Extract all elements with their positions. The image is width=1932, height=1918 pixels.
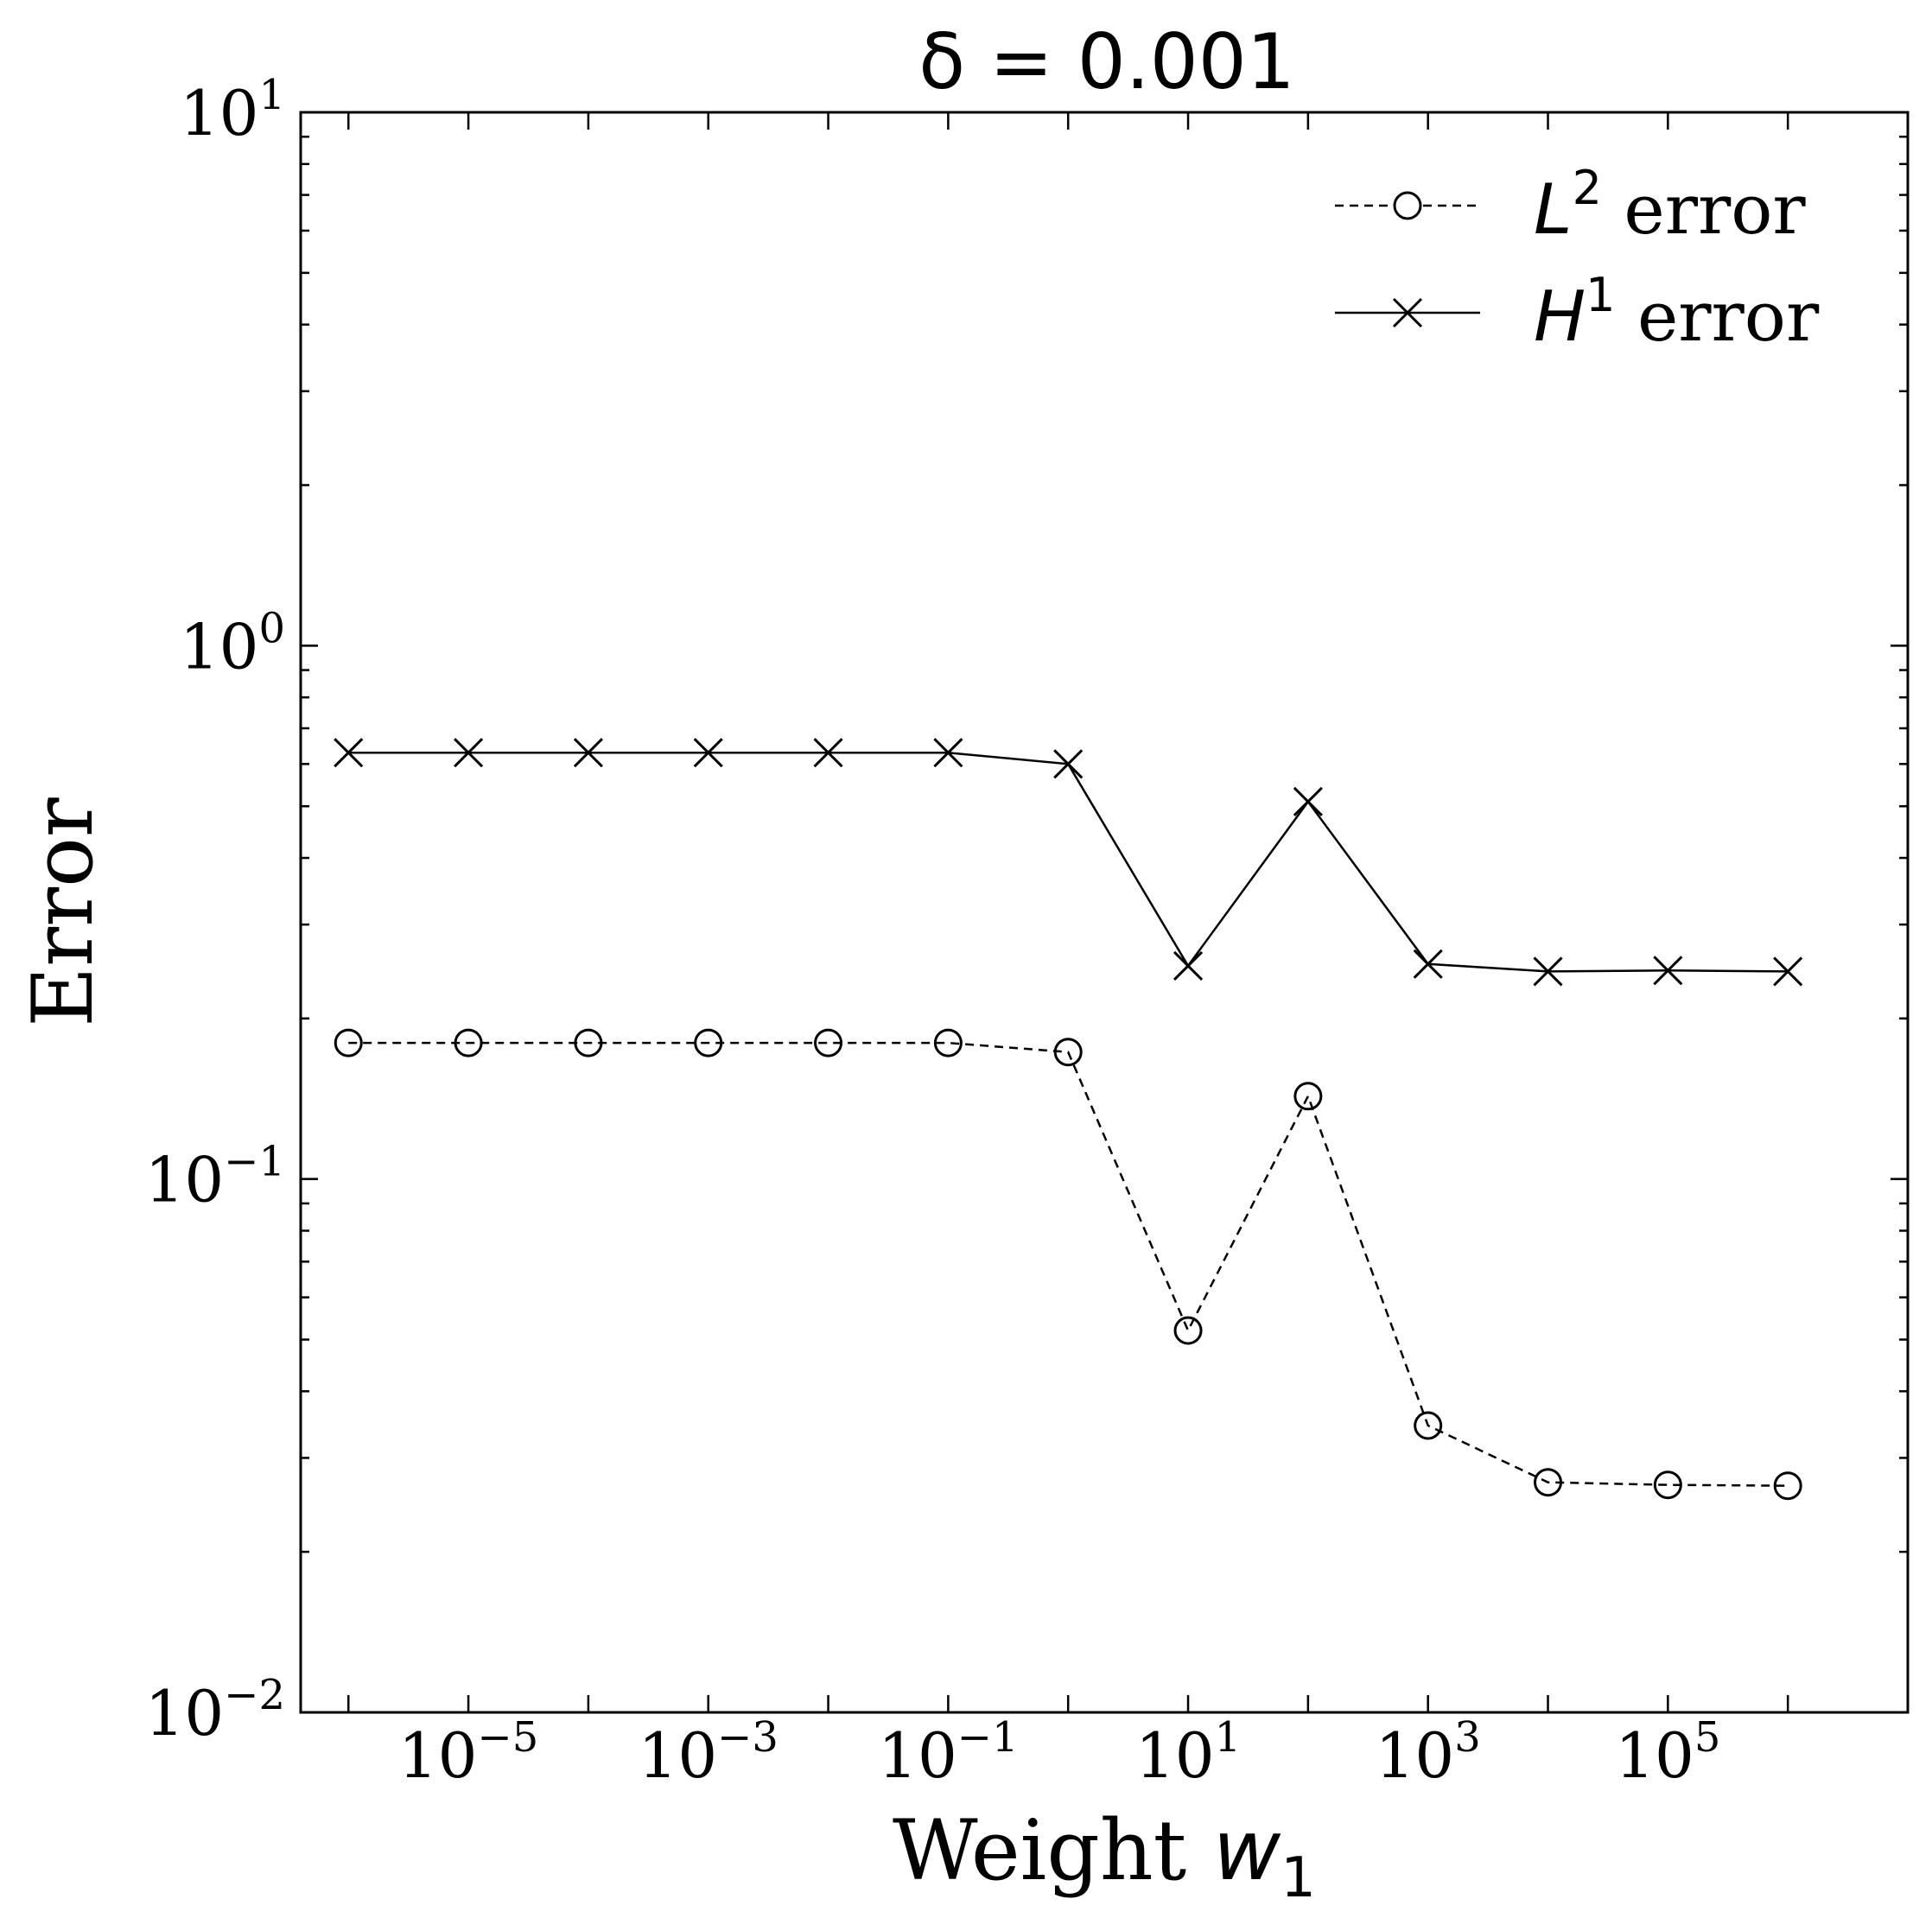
h1-error-point	[1653, 956, 1683, 986]
legend-h1-text: error	[1616, 276, 1820, 357]
legend-h1-label: H1 error	[1534, 268, 1820, 357]
y-tick-label: 10−1	[145, 1138, 285, 1216]
l2-error-point	[933, 1028, 963, 1057]
y-axis-label: Error	[15, 797, 111, 1027]
y-tick-label-base: 10	[145, 1144, 225, 1216]
legend-h1-sup: 1	[1586, 268, 1615, 322]
l2-error-point	[334, 1028, 363, 1057]
y-tick-label: 100	[180, 604, 285, 683]
x-tick-label-exp: 3	[1454, 1713, 1481, 1762]
legend-entry-h1: H1 error	[1335, 268, 1820, 357]
h1-error-point	[1053, 749, 1084, 779]
x-tick-label: 105	[1615, 1713, 1720, 1792]
l2-error-point	[1534, 1468, 1563, 1497]
l2-error-point	[1053, 1038, 1083, 1067]
l2-error-point	[694, 1028, 723, 1057]
y-tick-label: 101	[180, 71, 285, 149]
tick-marks	[301, 111, 1910, 1714]
h1-error-point	[1533, 956, 1563, 987]
h1-error-point	[334, 738, 364, 768]
x-axis-label-var: w	[1213, 1802, 1281, 1899]
l2-error-point	[814, 1028, 843, 1057]
series-layer	[334, 738, 1803, 1501]
series-line-l2	[348, 1041, 1789, 1487]
x-tick-label: 101	[1135, 1713, 1241, 1792]
x-tick-label-base: 10	[1376, 1719, 1455, 1792]
y-tick-label-base: 10	[180, 77, 259, 149]
l2-error-point	[454, 1028, 483, 1057]
legend-l2-sup: 2	[1573, 161, 1602, 215]
x-tick-label: 10−3	[639, 1713, 779, 1792]
x-tick-label-base: 10	[398, 1719, 478, 1792]
legend-h1-marker	[1392, 297, 1423, 328]
x-tick-label-base: 10	[878, 1719, 957, 1792]
l2-error-point	[1653, 1470, 1682, 1500]
h1-error-point	[1173, 950, 1204, 981]
h1-error-point	[454, 738, 484, 768]
legend-l2-marker	[1393, 191, 1422, 220]
l2-error-point	[1173, 1316, 1203, 1345]
x-tick-label: 10−1	[878, 1713, 1018, 1792]
x-tick-label: 10−5	[398, 1713, 538, 1792]
y-tick-label-base: 10	[145, 1677, 225, 1750]
x-tick-label-base: 10	[639, 1719, 718, 1792]
chart-title: δ = 0.001	[918, 17, 1294, 106]
x-tick-label-base: 10	[1615, 1719, 1694, 1792]
x-tick-label: 103	[1376, 1713, 1481, 1792]
x-tick-label-exp: −3	[717, 1713, 779, 1762]
plot-frame	[299, 111, 1910, 1714]
x-tick-label-exp: −1	[957, 1713, 1019, 1762]
x-tick-label-exp: 5	[1694, 1713, 1721, 1762]
l2-error-point	[1773, 1471, 1802, 1501]
legend-l2-text: error	[1602, 169, 1806, 250]
h1-error-point	[693, 738, 723, 768]
h1-error-point	[1413, 949, 1443, 979]
legend-l2-var: L	[1534, 169, 1573, 250]
y-tick-label-exp: 1	[258, 71, 285, 119]
x-axis-label: Weight w1	[893, 1802, 1316, 1910]
y-tick-label-base: 10	[180, 610, 259, 683]
h1-error-point	[1293, 786, 1323, 816]
legend-h1-var: H	[1534, 276, 1586, 357]
x-axis-label-text: Weight	[893, 1802, 1213, 1899]
y-tick-label: 10−2	[145, 1671, 285, 1750]
x-tick-label-exp: 1	[1215, 1713, 1242, 1762]
h1-error-point	[1773, 956, 1803, 987]
h1-error-point	[573, 738, 603, 768]
x-tick-label-base: 10	[1135, 1719, 1215, 1792]
h1-error-point	[933, 738, 963, 768]
l2-error-point	[574, 1028, 603, 1057]
l2-error-point	[1414, 1411, 1443, 1440]
legend-l2-label: L2 error	[1534, 161, 1806, 250]
x-tick-label-exp: −5	[478, 1713, 539, 1762]
legend-entry-l2: L2 error	[1335, 161, 1806, 250]
y-tick-label-exp: 0	[258, 604, 285, 652]
y-tick-label-exp: −1	[224, 1138, 285, 1186]
x-axis-label-sub: 1	[1281, 1846, 1316, 1910]
l2-error-point	[1293, 1082, 1323, 1111]
legend: L2 error H1 error	[1335, 161, 1820, 357]
h1-error-point	[813, 738, 843, 768]
y-tick-label-exp: −2	[224, 1671, 285, 1719]
